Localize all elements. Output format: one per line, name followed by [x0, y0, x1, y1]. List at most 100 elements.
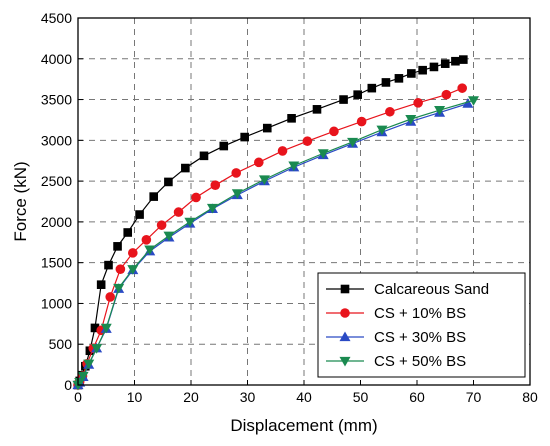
data-point [413, 98, 423, 108]
x-tick-label: 30 [240, 389, 256, 405]
data-point [407, 69, 416, 78]
data-point [394, 74, 404, 83]
legend: Calcareous Sand CS + 10% BS CS + 30% BS CS … [317, 272, 526, 378]
data-point [258, 175, 270, 185]
data-point [105, 292, 116, 302]
data-point [181, 163, 190, 173]
legend-box [317, 272, 526, 378]
data-point [253, 157, 264, 168]
data-point [104, 260, 113, 270]
data-point [468, 96, 479, 106]
data-point [113, 283, 125, 294]
legend-label: Calcareous Sand [374, 281, 489, 298]
axis-ticks: 0 10 20 30 40 50 60 70 80 0 500 1000 1500 2000 2500 300… [41, 10, 538, 405]
data-point [312, 105, 322, 114]
data-point [77, 371, 89, 382]
data-point [184, 217, 196, 228]
legend-marker [339, 331, 351, 342]
data-point [210, 180, 221, 190]
data-point [277, 146, 288, 156]
data-point [441, 89, 452, 100]
data-series [72, 55, 479, 391]
data-point [262, 123, 272, 133]
data-point [429, 62, 439, 72]
x-tick-label: 0 [74, 389, 82, 405]
data-point [451, 56, 460, 66]
data-point [206, 203, 218, 214]
data-point [90, 323, 100, 333]
series-0 [73, 55, 468, 390]
data-point [163, 231, 175, 242]
data-point [144, 245, 156, 256]
x-tick-label: 40 [296, 389, 312, 405]
y-tick-label: 4000 [41, 51, 72, 67]
x-tick-label: 60 [409, 389, 425, 405]
data-point [288, 161, 300, 172]
data-point [231, 168, 241, 178]
legend-marker [340, 308, 350, 318]
data-point [128, 248, 138, 258]
legend-marker [339, 356, 351, 367]
data-point [356, 116, 367, 127]
y-tick-label: 0 [64, 377, 72, 393]
y-tick-label: 4500 [41, 10, 72, 26]
data-point [115, 264, 126, 274]
data-point [317, 149, 329, 159]
data-point [381, 78, 391, 87]
data-point [459, 55, 468, 64]
data-point [367, 83, 377, 93]
data-point [347, 137, 359, 148]
data-point [353, 90, 362, 99]
legend-marker [340, 284, 350, 294]
data-point [156, 220, 167, 230]
y-tick-label: 1000 [41, 295, 72, 311]
x-tick-label: 50 [353, 389, 369, 405]
data-point [123, 228, 133, 237]
data-point [127, 265, 139, 275]
y-tick-label: 2500 [41, 173, 72, 189]
data-point [191, 192, 201, 203]
y-tick-label: 2000 [41, 214, 72, 230]
data-point [418, 65, 427, 75]
data-point [240, 132, 249, 142]
data-point [100, 323, 112, 334]
data-point [91, 344, 103, 354]
data-point [440, 59, 450, 68]
data-point [302, 136, 313, 146]
y-tick-label: 3000 [41, 132, 72, 148]
legend-label: CS + 10% BS [374, 305, 466, 322]
data-point [199, 151, 209, 161]
data-point [329, 126, 339, 137]
data-point [74, 378, 86, 388]
data-point [141, 235, 152, 245]
data-point [457, 83, 468, 93]
data-point [405, 115, 417, 125]
legend-label: CS + 50% BS [374, 353, 466, 370]
x-axis-title: Displacement (mm) [230, 416, 377, 435]
data-point [385, 106, 395, 117]
data-point [376, 125, 388, 136]
y-axis-title: Force (kN) [11, 161, 30, 241]
data-point [164, 177, 173, 187]
x-tick-label: 80 [522, 389, 538, 405]
data-point [173, 207, 184, 217]
x-tick-label: 20 [183, 389, 199, 405]
data-point [339, 95, 348, 104]
y-tick-label: 500 [49, 336, 73, 352]
data-point [434, 106, 446, 116]
x-tick-label: 10 [127, 389, 143, 405]
x-tick-label: 70 [466, 389, 482, 405]
data-point [113, 242, 122, 251]
data-point [219, 141, 229, 151]
data-point [149, 192, 159, 201]
data-point [287, 114, 296, 123]
data-point [462, 98, 474, 108]
legend-label: CS + 30% BS [374, 329, 466, 346]
data-point [231, 189, 243, 199]
data-point [83, 359, 95, 370]
data-point [135, 210, 144, 219]
series-3 [72, 96, 479, 391]
y-tick-label: 3500 [41, 92, 72, 108]
